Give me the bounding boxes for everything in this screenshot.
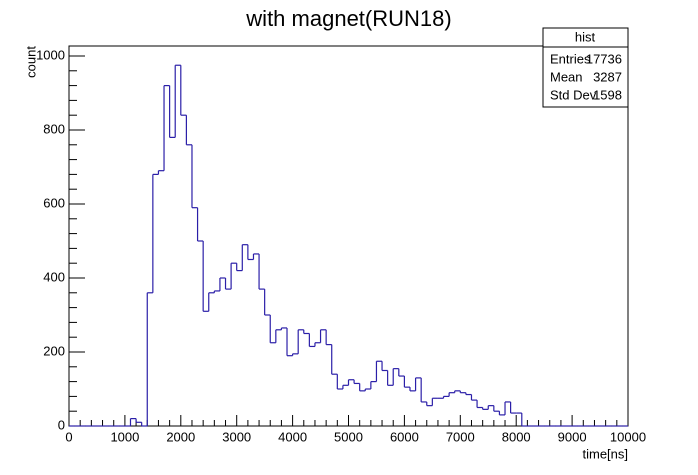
y-axis-label: count (23, 46, 38, 78)
x-tick-label: 5000 (334, 429, 363, 444)
x-tick-label: 8000 (502, 429, 531, 444)
stats-value: 1598 (593, 87, 622, 102)
stats-frame (542, 27, 629, 108)
y-tick-label: 600 (43, 195, 65, 210)
x-tick-label: 9000 (558, 429, 587, 444)
x-tick-label: 10000 (610, 429, 646, 444)
stats-value: 3287 (593, 69, 622, 84)
x-tick-label: 4000 (278, 429, 307, 444)
stats-box: hist Entries 17736 Mean 3287 Std Dev 159… (542, 27, 629, 108)
x-tick-label: 0 (65, 429, 72, 444)
y-tick-label: 400 (43, 269, 65, 284)
y-tick-label: 200 (43, 343, 65, 358)
stats-value: 17736 (586, 51, 622, 66)
stats-key: Std Dev (550, 87, 597, 102)
x-tick-label: 2000 (166, 429, 195, 444)
x-tick-label: 7000 (446, 429, 475, 444)
x-tick-label: 3000 (222, 429, 251, 444)
stats-title: hist (575, 29, 596, 44)
x-tick-label: 6000 (390, 429, 419, 444)
x-tick-label: 1000 (110, 429, 139, 444)
stats-key: Mean (550, 69, 583, 84)
chart-title: with magnet(RUN18) (245, 6, 451, 31)
y-tick-label: 1000 (36, 47, 65, 62)
y-tick-label: 800 (43, 121, 65, 136)
x-axis-label: time[ns] (582, 446, 628, 461)
stats-key: Entries (550, 51, 591, 66)
y-tick-label: 0 (58, 417, 65, 432)
